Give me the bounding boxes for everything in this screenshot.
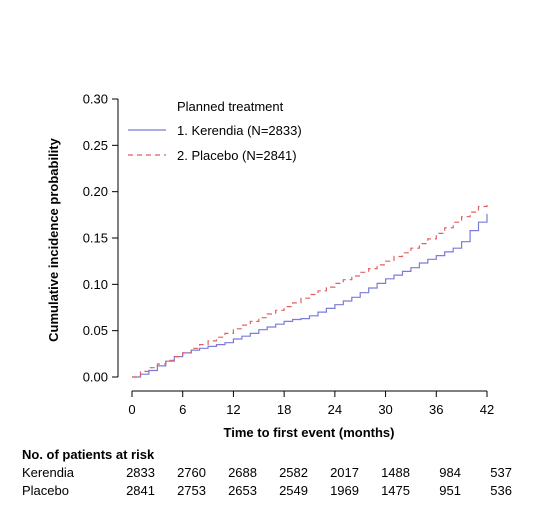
at-risk-value: 2760: [177, 465, 206, 480]
y-tick-label: 0.25: [83, 138, 108, 153]
series-line-kerendia: [132, 213, 488, 378]
x-tick-label: 6: [179, 402, 186, 417]
at-risk-value: 2017: [330, 465, 359, 480]
at-risk-value: 984: [439, 465, 461, 480]
at-risk-value: 1488: [381, 465, 410, 480]
at-risk-value: 1475: [381, 483, 410, 498]
y-tick-label: 0.00: [83, 370, 108, 385]
at-risk-label: Placebo: [22, 483, 69, 498]
x-tick-label: 36: [429, 402, 443, 417]
at-risk-value: 2833: [126, 465, 155, 480]
legend-label-placebo: 2. Placebo (N=2841): [177, 148, 297, 163]
legend-title: Planned treatment: [177, 99, 284, 114]
at-risk-value: 951: [439, 483, 461, 498]
at-risk-row-kerendia: Kerendia 2833 2760 2688 2582 2017 1488 9…: [22, 464, 532, 482]
x-tick-label: 18: [277, 402, 291, 417]
x-axis-title: Time to first event (months): [224, 425, 395, 440]
x-tick-label: 12: [226, 402, 240, 417]
at-risk-label: Kerendia: [22, 465, 75, 480]
x-tick-label: 42: [480, 402, 494, 417]
series-line-placebo: [132, 201, 488, 378]
at-risk-value: 536: [490, 483, 512, 498]
at-risk-value: 2688: [228, 465, 257, 480]
at-risk-value: 2753: [177, 483, 206, 498]
x-tick-label: 24: [328, 402, 342, 417]
at-risk-value: 2582: [279, 465, 308, 480]
x-tick-label: 30: [378, 402, 392, 417]
cumulative-incidence-chart: 0.00 0.05 0.10 0.15 0.20 0.25 0.30 0 6 12 18 24 30 36…: [46, 92, 495, 441]
y-tick-label: 0.10: [83, 277, 108, 292]
at-risk-value: 2841: [126, 483, 155, 498]
y-tick-label: 0.15: [83, 231, 108, 246]
at-risk-value: 537: [490, 465, 512, 480]
series-layer: [132, 201, 488, 378]
legend: Planned treatment 1. Kerendia (N=2833) 2…: [128, 99, 302, 163]
at-risk-value: 2653: [228, 483, 257, 498]
at-risk-value: 2549: [279, 483, 308, 498]
at-risk-row-placebo: Placebo 2841 2753 2653 2549 1969 1475 95…: [22, 482, 532, 500]
at-risk-title: No. of patients at risk: [22, 447, 155, 462]
y-tick-label: 0.05: [83, 323, 108, 338]
y-tick-label: 0.20: [83, 184, 108, 199]
y-axis-title: Cumulative incidence probability: [46, 137, 61, 341]
at-risk-value: 1969: [330, 483, 359, 498]
axes: 0.00 0.05 0.10 0.15 0.20 0.25 0.30 0 6 12 18 24 30 36…: [83, 92, 495, 418]
legend-label-kerendia: 1. Kerendia (N=2833): [177, 123, 302, 138]
at-risk-table: No. of patients at risk Kerendia 2833 27…: [22, 446, 532, 500]
y-tick-label: 0.30: [83, 92, 108, 107]
x-tick-label: 0: [128, 402, 135, 417]
